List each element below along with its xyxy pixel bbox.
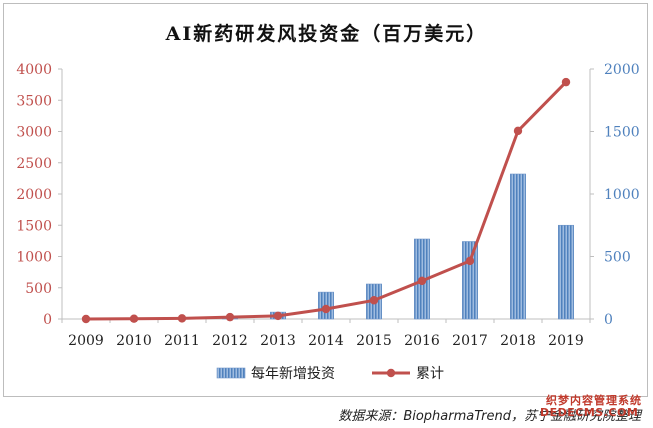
x-axis-tick-label: 2017 <box>452 333 488 349</box>
point-2016 <box>417 276 427 286</box>
legend-bar-label: 每年新增投资 <box>251 366 335 382</box>
x-axis-tick-label: 2013 <box>260 333 296 349</box>
left-axis-tick-label: 2500 <box>16 156 52 172</box>
chart-frame <box>3 3 648 397</box>
legend-line-label: 累计 <box>416 366 444 382</box>
watermark: 织梦内容管理系统 DEDECMS.COM <box>540 392 650 422</box>
point-2017 <box>465 256 475 266</box>
left-axis-tick-label: 2000 <box>16 187 52 203</box>
bar-2018 <box>510 173 526 320</box>
point-2014 <box>321 304 331 314</box>
point-2012 <box>225 312 235 322</box>
legend: 每年新增投资 累计 <box>216 366 444 382</box>
source-note: 数据来源：BiopharmaTrend，苏宁金融研究院整理 <box>338 409 641 424</box>
point-2013 <box>273 311 283 321</box>
left-axis-tick-label: 3500 <box>16 93 52 109</box>
cumulative-line <box>85 81 568 321</box>
point-2010 <box>129 314 139 323</box>
legend-line-marker <box>386 368 396 378</box>
x-axis-tick-label: 2011 <box>164 333 200 349</box>
watermark-line2: DEDECMS.COM <box>540 406 639 419</box>
point-2011 <box>177 314 187 323</box>
watermark-line1: 织梦内容管理系统 <box>546 394 642 407</box>
right-axis-tick-label: 2000 <box>604 62 640 78</box>
bar-series <box>126 173 574 320</box>
point-2015 <box>369 296 379 305</box>
x-axis-tick-label: 2012 <box>212 333 248 349</box>
right-axis-tick-label: 1500 <box>604 125 640 141</box>
left-axis-tick-label: 1000 <box>16 250 52 266</box>
point-2018 <box>513 126 523 136</box>
x-axis-tick-label: 2010 <box>116 333 152 349</box>
x-axis-tick-label: 2015 <box>356 333 392 349</box>
x-axis-tick-label: 2009 <box>68 333 104 349</box>
line-series <box>81 77 571 324</box>
chart-plot: 0 500 1000 1500 2000 2500 3000 3500 4000 0 500 1000… <box>16 62 639 382</box>
right-axis-tick-label: 500 <box>604 250 631 266</box>
x-axis-tick-label: 2018 <box>500 333 536 349</box>
x-axis-tick-label: 2019 <box>548 333 584 349</box>
bar-2017 <box>462 241 478 320</box>
left-axis-tick-label: 1500 <box>16 218 52 234</box>
x-axis-tick-label: 2016 <box>404 333 440 349</box>
left-axis-tick-label: 4000 <box>16 62 52 78</box>
legend-bar-swatch <box>216 367 246 379</box>
bar-2019 <box>558 224 574 320</box>
right-axis-tick-label: 1000 <box>604 187 640 203</box>
left-axis-tick-label: 3000 <box>16 125 52 141</box>
x-axis-tick-label: 2014 <box>308 333 344 349</box>
chart-title: AI新药研发风投资金（百万美元） <box>165 23 488 45</box>
point-2009 <box>81 314 91 324</box>
left-axis-tick-label: 0 <box>43 312 52 328</box>
left-axis-tick-label: 500 <box>25 281 52 297</box>
tick-labels: 0 500 1000 1500 2000 2500 3000 3500 4000 0 500 1000… <box>16 62 639 349</box>
point-2019 <box>561 77 571 87</box>
right-axis-tick-label: 0 <box>604 312 613 328</box>
